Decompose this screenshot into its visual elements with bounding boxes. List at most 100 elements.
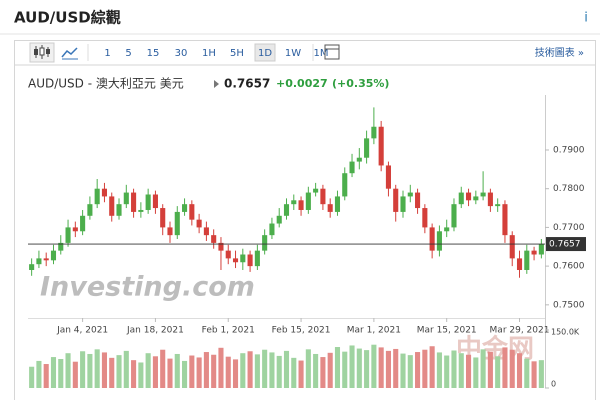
volume-bar xyxy=(94,349,100,388)
volume-bar xyxy=(123,350,129,388)
volume-bar xyxy=(167,358,173,388)
candle-body xyxy=(509,235,515,259)
x-tick-label: Feb 1, 2021 xyxy=(202,326,255,336)
candle-body xyxy=(305,192,311,210)
interval-button[interactable]: 1 xyxy=(104,48,110,59)
candle-body xyxy=(232,258,239,263)
candle-body xyxy=(262,235,268,251)
interval-group: 1 5 15 30 1H 5H 1D 1W 1M xyxy=(104,43,329,62)
candle-body xyxy=(138,209,144,212)
x-tick-label: Mar 29, 2021 xyxy=(490,326,550,336)
candle-body xyxy=(189,204,195,220)
volume-bar xyxy=(101,352,108,388)
interval-button[interactable]: 15 xyxy=(147,48,160,59)
volume-bar xyxy=(43,364,49,388)
volume-bar xyxy=(444,355,450,388)
candle-body xyxy=(378,126,384,166)
volume-bar xyxy=(218,347,224,388)
volume-bar xyxy=(182,360,188,388)
candle-body xyxy=(291,200,297,205)
settings-icon[interactable] xyxy=(324,44,340,60)
volume-bar xyxy=(254,354,260,388)
candle-body xyxy=(458,192,464,205)
widget-frame xyxy=(14,40,596,400)
candle-body xyxy=(196,219,202,228)
line-icon[interactable] xyxy=(61,47,78,58)
volume-bar xyxy=(407,355,413,388)
candle-body xyxy=(349,161,355,174)
interval-button[interactable]: 30 xyxy=(175,48,188,59)
volume-bar xyxy=(320,357,326,388)
candle-body xyxy=(502,204,508,236)
volume-bar xyxy=(232,359,239,388)
candle-body xyxy=(371,126,377,139)
volume-bar xyxy=(109,357,115,388)
candle-body xyxy=(145,194,151,210)
volume-bar xyxy=(283,350,290,388)
volume-bar xyxy=(393,348,399,388)
candle-body xyxy=(116,204,122,216)
technical-chart-link[interactable]: 技術圖表 » xyxy=(535,46,584,59)
candle-body xyxy=(538,244,544,255)
interval-button[interactable]: 5H xyxy=(230,48,244,59)
candle-body xyxy=(313,188,319,193)
candle-body xyxy=(436,231,442,251)
candle-icon[interactable] xyxy=(29,42,55,63)
candle-body xyxy=(531,250,537,255)
candle-body xyxy=(487,192,493,207)
volume-bar xyxy=(203,352,209,388)
candle-body xyxy=(80,215,86,232)
candle-body xyxy=(254,250,260,267)
volume-bar xyxy=(269,352,275,388)
x-tick-label: Jan 18, 2021 xyxy=(126,326,184,336)
interval-button[interactable]: 1W xyxy=(285,48,301,59)
volume-bar xyxy=(80,351,86,388)
interval-button[interactable]: 1D xyxy=(258,48,272,59)
candle-body xyxy=(473,196,479,201)
candle-body xyxy=(429,227,435,251)
active-interval-bg xyxy=(254,43,276,62)
volume-bar xyxy=(276,355,282,388)
volume-bar xyxy=(72,361,78,388)
interval-button[interactable]: 1H xyxy=(202,48,216,59)
candle-body xyxy=(94,188,100,205)
volume-bar xyxy=(116,355,122,388)
x-tick-label: Mar 15, 2021 xyxy=(417,326,477,336)
price-change: +0.0027 xyxy=(276,77,328,90)
volume-bar xyxy=(458,353,464,388)
volume-bar xyxy=(451,350,457,388)
interval-button[interactable]: 5 xyxy=(125,48,131,59)
candle-body xyxy=(495,204,501,207)
volume-bar xyxy=(174,353,180,388)
candle-body xyxy=(276,215,282,224)
candle-body xyxy=(334,196,341,212)
candle-body xyxy=(451,204,457,228)
volume-bar xyxy=(225,356,231,388)
candle-body xyxy=(218,242,224,251)
candle-body xyxy=(320,188,326,205)
candle-body xyxy=(50,250,57,261)
y-tick-label: 0.7900 xyxy=(553,145,585,155)
candle-body xyxy=(123,192,129,205)
volume-bar xyxy=(247,351,253,388)
volume-bar xyxy=(516,353,523,388)
info-button[interactable]: i xyxy=(584,11,588,26)
volume-bar xyxy=(371,344,377,388)
volume-bar xyxy=(356,348,362,388)
candle-body xyxy=(407,192,413,197)
volume-bar xyxy=(429,346,435,388)
candle-body xyxy=(225,250,231,259)
page-title: AUD/USD綜觀 xyxy=(14,9,121,27)
candle-body xyxy=(444,227,450,232)
volume-bar xyxy=(538,360,544,388)
interval-button[interactable]: 1M xyxy=(314,48,329,59)
candle-body xyxy=(87,204,93,216)
y-tick-label: 0.7500 xyxy=(553,300,585,310)
volume-bar xyxy=(509,349,515,388)
icon-body xyxy=(34,49,38,55)
candle-body xyxy=(298,200,304,210)
percent-change: (+0.35%) xyxy=(332,77,389,90)
volume-bar xyxy=(531,361,537,388)
volume-bar xyxy=(262,349,268,388)
